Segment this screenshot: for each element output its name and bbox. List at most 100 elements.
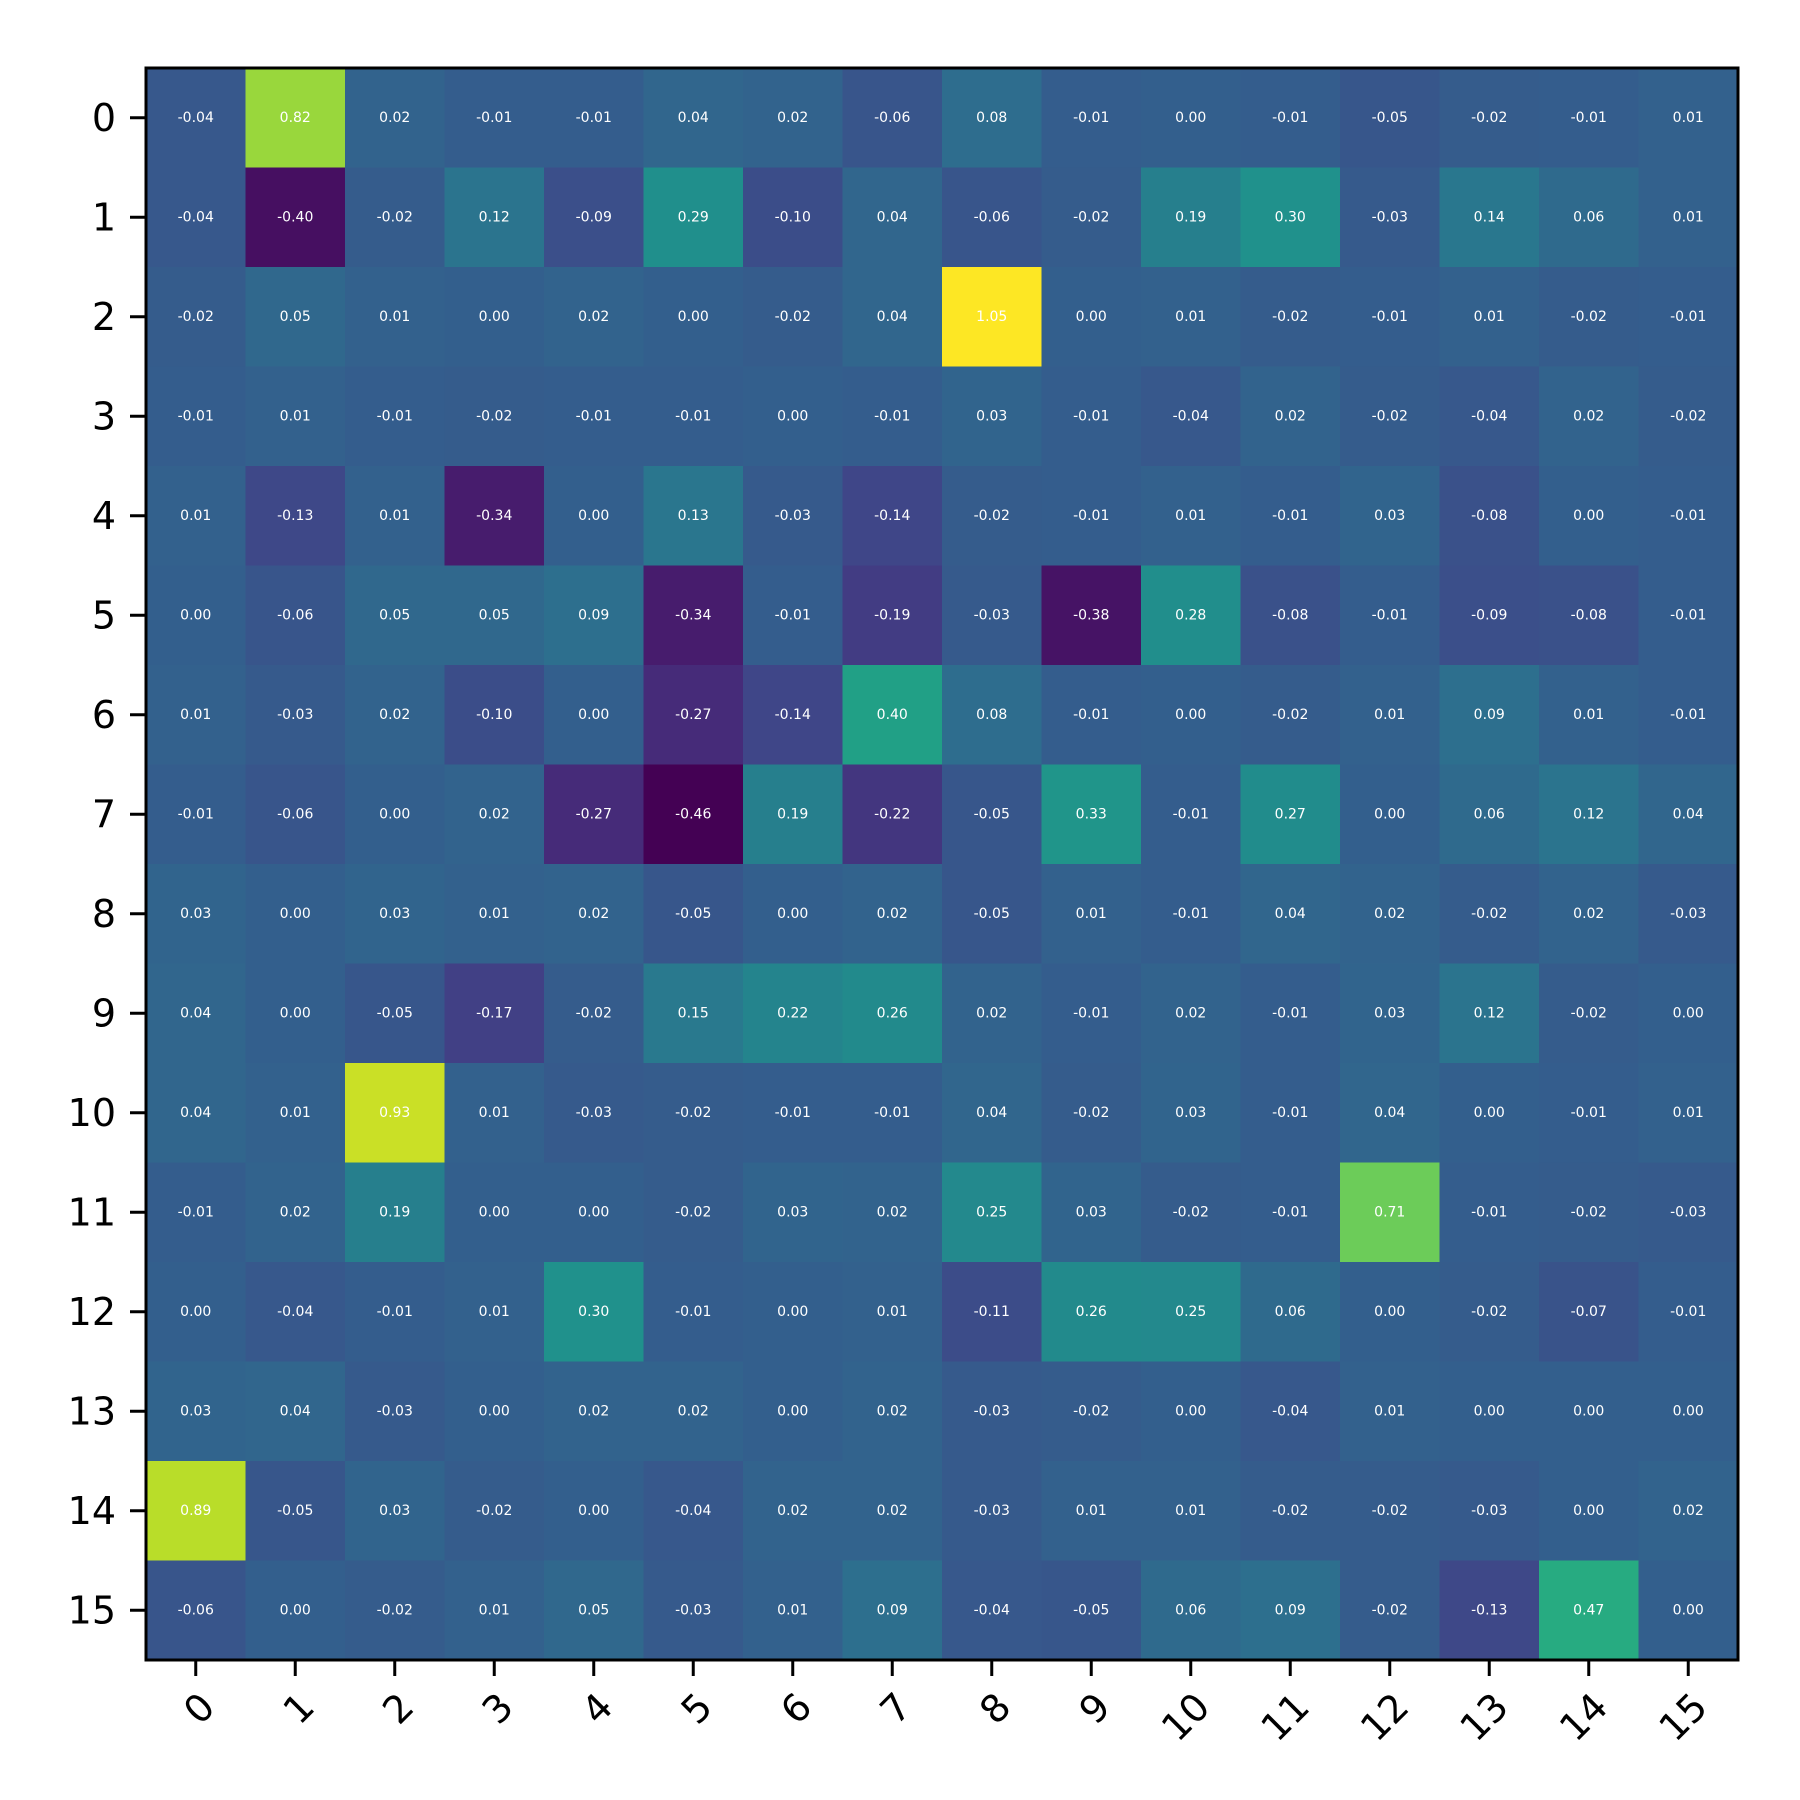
heatmap-cell-r1-c9 (1041, 167, 1142, 268)
heatmap-cell-r8-c12 (1340, 864, 1440, 964)
cell-value-label: 0.29 (678, 209, 709, 225)
heatmap-cell-r9-c4 (544, 963, 644, 1064)
heatmap-cell-r3-c15 (1638, 366, 1739, 467)
cell-value-label: -0.09 (1471, 607, 1507, 623)
heatmap-cell-r10-c0 (146, 1063, 246, 1163)
cell-value-label: 0.02 (1573, 906, 1604, 922)
cell-value-label: 0.01 (379, 508, 410, 524)
cell-value-label: 0.03 (180, 906, 211, 922)
heatmap-cell-r13-c6 (743, 1361, 843, 1462)
cell-value-label: 0.19 (777, 806, 808, 822)
heatmap-cell-r2-c3 (444, 267, 545, 367)
cell-value-label: -0.19 (874, 607, 910, 623)
cell-value-label: 0.00 (1076, 309, 1107, 325)
cell-value-label: 0.06 (1573, 209, 1604, 225)
heatmap-cell-r12-c3 (444, 1262, 545, 1362)
heatmap-cell-r5-c5 (643, 565, 744, 666)
cell-value-label: 0.01 (1175, 508, 1206, 524)
cell-value-label: 0.04 (877, 309, 908, 325)
cell-value-label: -0.06 (974, 209, 1010, 225)
cell-value-label: 0.04 (1673, 806, 1704, 822)
heatmap-cell-r10-c13 (1439, 1063, 1540, 1163)
cell-value-label: -0.02 (675, 1204, 711, 1220)
cell-value-label: -0.04 (178, 209, 214, 225)
heatmap-cell-r10-c8 (942, 1063, 1042, 1163)
heatmap-cell-r12-c14 (1539, 1262, 1639, 1362)
heatmap-cell-r11-c11 (1240, 1162, 1341, 1263)
cell-value-label: 0.00 (479, 1403, 510, 1419)
heatmap-cell-r7-c9 (1041, 764, 1142, 865)
heatmap-cell-r10-c5 (643, 1063, 744, 1163)
cell-value-label: 0.02 (877, 1503, 908, 1519)
cell-value-label: -0.03 (377, 1403, 413, 1419)
cell-value-label: -0.03 (974, 607, 1010, 623)
heatmap-cell-r1-c8 (942, 167, 1042, 268)
cell-value-label: -0.10 (775, 209, 811, 225)
heatmap-cell-r9-c3 (444, 963, 545, 1064)
cell-value-label: -0.01 (377, 408, 413, 424)
cell-value-label: 0.01 (280, 1105, 311, 1121)
cell-value-label: -0.10 (476, 707, 512, 723)
heatmap-cell-r5-c2 (345, 565, 445, 666)
heatmap-cell-r2-c15 (1638, 267, 1739, 367)
cell-value-label: 0.01 (1673, 209, 1704, 225)
cell-value-label: -0.02 (1372, 408, 1408, 424)
heatmap-cell-r10-c15 (1638, 1063, 1739, 1163)
cell-value-label: 0.12 (1474, 1005, 1505, 1021)
cell-value-label: 0.00 (777, 1403, 808, 1419)
cell-value-label: 0.13 (678, 508, 709, 524)
y-tick-label: 6 (92, 693, 116, 737)
cell-value-label: 0.02 (1374, 906, 1405, 922)
heatmap-cell-r6-c8 (942, 665, 1042, 765)
cell-value-label: 0.01 (877, 1304, 908, 1320)
heatmap-cell-r15-c10 (1141, 1560, 1241, 1661)
heatmap-cell-r12-c6 (743, 1262, 843, 1362)
y-tick-label: 5 (92, 593, 116, 637)
heatmap-cell-r2-c4 (544, 267, 644, 367)
heatmap-cell-r15-c2 (345, 1560, 445, 1661)
cell-value-label: 0.00 (777, 906, 808, 922)
heatmap-cell-r7-c1 (245, 764, 346, 865)
cell-value-label: -0.34 (675, 607, 711, 623)
cell-value-label: 0.01 (1673, 1105, 1704, 1121)
heatmap-cell-r6-c2 (345, 665, 445, 765)
heatmap-cell-r14-c12 (1340, 1461, 1440, 1561)
cell-value-label: -0.01 (874, 408, 910, 424)
cell-value-label: 0.02 (777, 110, 808, 126)
heatmap-cell-r8-c10 (1141, 864, 1241, 964)
heatmap-cell-r6-c4 (544, 665, 644, 765)
cell-value-label: 0.02 (877, 1403, 908, 1419)
cell-value-label: -0.01 (1670, 707, 1706, 723)
cell-value-label: 0.14 (1474, 209, 1505, 225)
cell-value-label: -0.01 (1272, 508, 1308, 524)
cell-value-label: -0.13 (1471, 1602, 1507, 1618)
cell-value-label: 0.12 (1573, 806, 1604, 822)
cell-value-label: -0.03 (1670, 906, 1706, 922)
cell-value-label: 0.01 (1374, 1403, 1405, 1419)
cell-value-label: -0.01 (576, 110, 612, 126)
cell-value-label: 0.09 (578, 607, 609, 623)
heatmap-cell-r11-c14 (1539, 1162, 1639, 1263)
cell-value-label: 0.02 (1673, 1503, 1704, 1519)
cell-value-label: 0.30 (1275, 209, 1306, 225)
cell-value-label: 0.40 (877, 707, 908, 723)
heatmap-cell-r12-c15 (1638, 1262, 1739, 1362)
heatmap-cell-r4-c12 (1340, 466, 1440, 566)
heatmap-cell-r15-c7 (842, 1560, 943, 1661)
cell-value-label: -0.02 (1073, 1105, 1109, 1121)
cell-value-label: -0.03 (974, 1503, 1010, 1519)
heatmap-cell-r12-c11 (1240, 1262, 1341, 1362)
x-tick-label: 5 (673, 1684, 721, 1732)
heatmap-cell-r3-c8 (942, 366, 1042, 467)
heatmap-cell-r12-c10 (1141, 1262, 1241, 1362)
heatmap-cell-r9-c9 (1041, 963, 1142, 1064)
cell-value-label: 0.00 (1474, 1403, 1505, 1419)
heatmap-cell-r7-c6 (743, 764, 843, 865)
y-tick-label: 15 (68, 1588, 116, 1632)
heatmap-cell-r13-c1 (245, 1361, 346, 1462)
heatmap-cell-r3-c1 (245, 366, 346, 467)
x-tick-label: 2 (374, 1684, 422, 1732)
cell-value-label: -0.02 (1272, 1503, 1308, 1519)
heatmap-cell-r4-c11 (1240, 466, 1341, 566)
heatmap-cell-r5-c7 (842, 565, 943, 666)
